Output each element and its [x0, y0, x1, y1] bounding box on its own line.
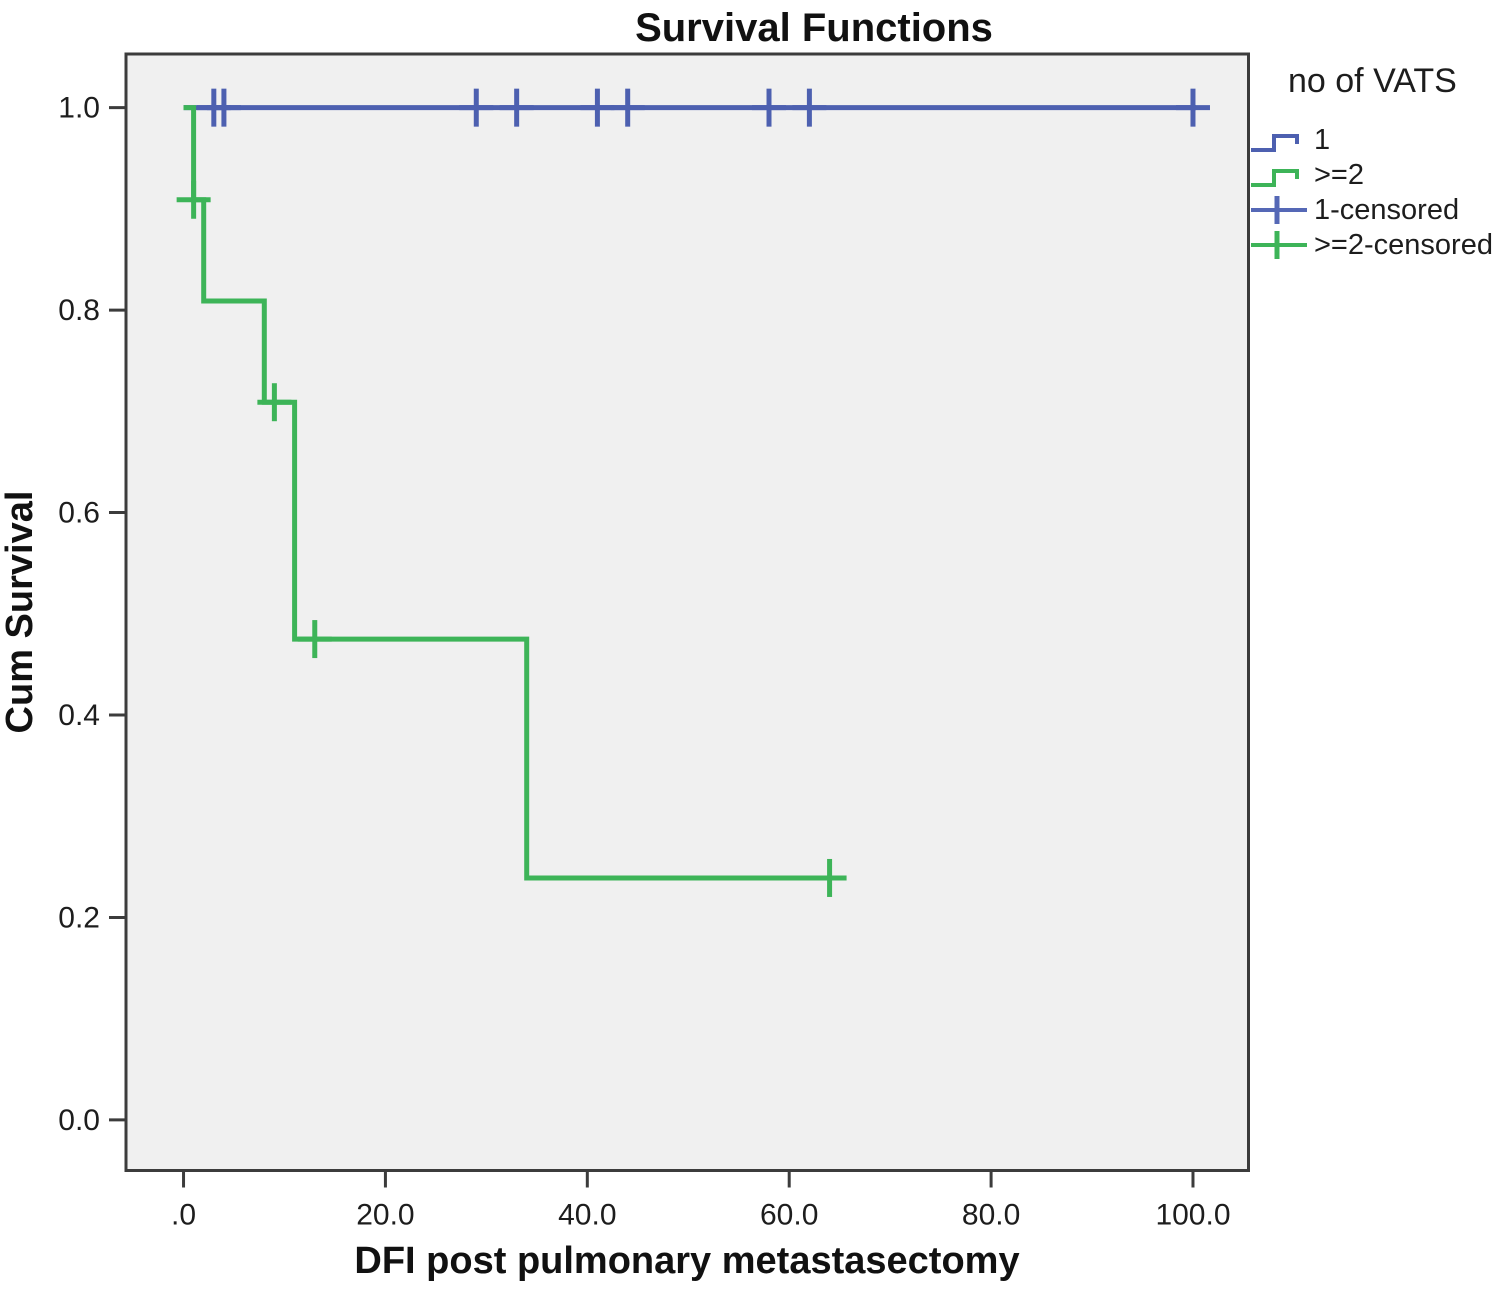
x-tick-label: 100.0 — [1155, 1199, 1230, 1232]
legend-item-label: >=2 — [1314, 159, 1364, 191]
y-tick-label: 0.8 — [58, 294, 100, 327]
legend-title: no of VATS — [1288, 62, 1457, 100]
legend-item-label: 1 — [1314, 124, 1331, 156]
legend: no of VATS 1 >=2 1-censored >=2-censored — [1250, 62, 1502, 263]
x-tick-label: .0 — [171, 1199, 196, 1232]
chart-title: Survival Functions — [635, 6, 993, 50]
legend-item-label: 1-censored — [1314, 194, 1460, 226]
legend-step-icon — [1251, 169, 1299, 187]
legend-item: 1-censored — [1250, 193, 1502, 228]
y-tick-label: 0.0 — [58, 1104, 100, 1137]
legend-item: 1 — [1250, 123, 1502, 158]
legend-item: >=2 — [1250, 158, 1502, 193]
legend-censor-icon — [1251, 231, 1307, 259]
x-tick-label: 60.0 — [760, 1199, 818, 1232]
legend-rows: 1 >=2 1-censored >=2-censored — [1250, 123, 1502, 263]
y-tick-label: 0.6 — [58, 497, 100, 530]
x-tick-label: 40.0 — [558, 1199, 616, 1232]
y-tick-label: 0.4 — [58, 699, 100, 732]
plot-area — [124, 52, 1250, 1172]
legend-step-icon — [1251, 134, 1299, 152]
x-axis-title: DFI post pulmonary metastasectomy — [354, 1240, 1020, 1282]
legend-item: >=2-censored — [1250, 228, 1502, 263]
y-axis-title: Cum Survival — [0, 490, 41, 734]
x-tick-label: 80.0 — [962, 1199, 1020, 1232]
legend-censor-icon — [1251, 196, 1307, 224]
x-tick-label: 20.0 — [356, 1199, 414, 1232]
legend-item-label: >=2-censored — [1314, 229, 1493, 261]
y-tick-label: 0.2 — [58, 901, 100, 934]
y-tick-label: 1.0 — [58, 92, 100, 125]
